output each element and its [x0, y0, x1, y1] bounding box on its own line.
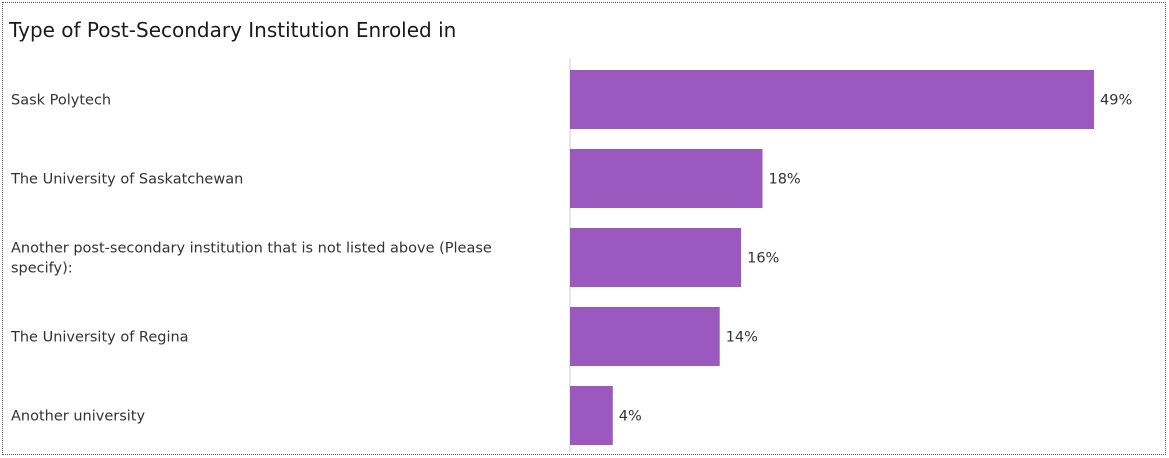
bar-value-label: 16% [747, 251, 779, 267]
bar [570, 149, 763, 208]
category-label: Another post-secondary institution that … [11, 241, 492, 257]
bar-value-label: 4% [619, 409, 642, 425]
bar-value-label: 14% [726, 330, 758, 346]
bar-value-label: 18% [768, 172, 800, 188]
bar [570, 307, 720, 366]
bar [570, 228, 742, 287]
category-label: The University of Saskatchewan [10, 172, 243, 188]
category-label: Sask Polytech [11, 93, 111, 109]
category-label: The University of Regina [10, 330, 189, 346]
bar [570, 70, 1094, 129]
category-label: specify): [11, 261, 73, 277]
bar [570, 386, 613, 445]
bar-value-label: 49% [1100, 93, 1132, 109]
chart-title: Type of Post-Secondary Institution Enrol… [9, 18, 457, 42]
category-label: Another university [11, 409, 145, 425]
